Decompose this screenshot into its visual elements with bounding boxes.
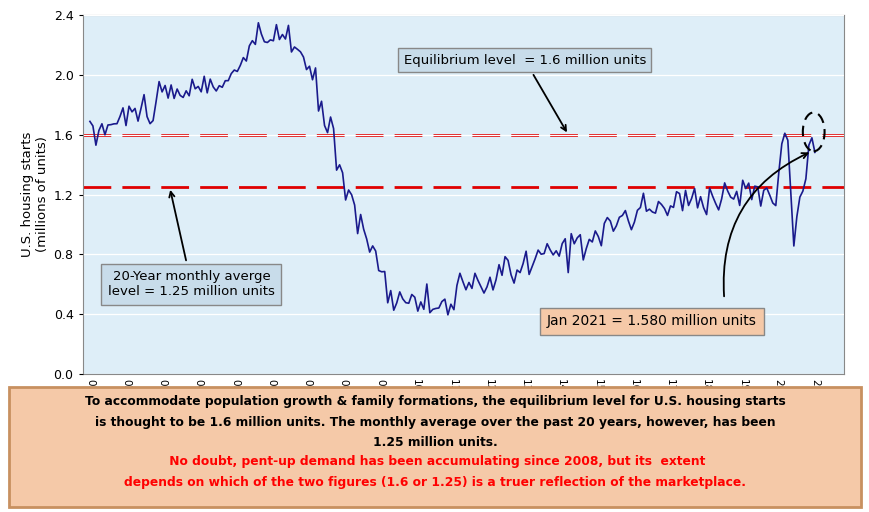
Text: depends on which of the two figures (1.6 or 1.25) is a truer reflection of the m: depends on which of the two figures (1.6… [124,476,745,488]
Y-axis label: U.S. housing starts
(millions of units): U.S. housing starts (millions of units) [22,132,50,257]
Text: 20-Year monthly averge
level = 1.25 million units: 20-Year monthly averge level = 1.25 mill… [108,192,275,298]
Text: To accommodate population growth & family formations, the equilibrium level for : To accommodate population growth & famil… [84,395,785,408]
Text: is thought to be 1.6 million units. The monthly average over the past 20 years, : is thought to be 1.6 million units. The … [95,416,774,429]
Text: 1.25 million units.: 1.25 million units. [372,436,497,449]
Text: Jan 2021 = 1.580 million units: Jan 2021 = 1.580 million units [547,314,756,329]
Text: Equilibrium level  = 1.6 million units: Equilibrium level = 1.6 million units [403,54,646,131]
X-axis label: Year and month: Year and month [401,441,525,455]
Text: No doubt, pent-up demand has been accumulating since 2008, but its  extent: No doubt, pent-up demand has been accumu… [164,455,705,468]
